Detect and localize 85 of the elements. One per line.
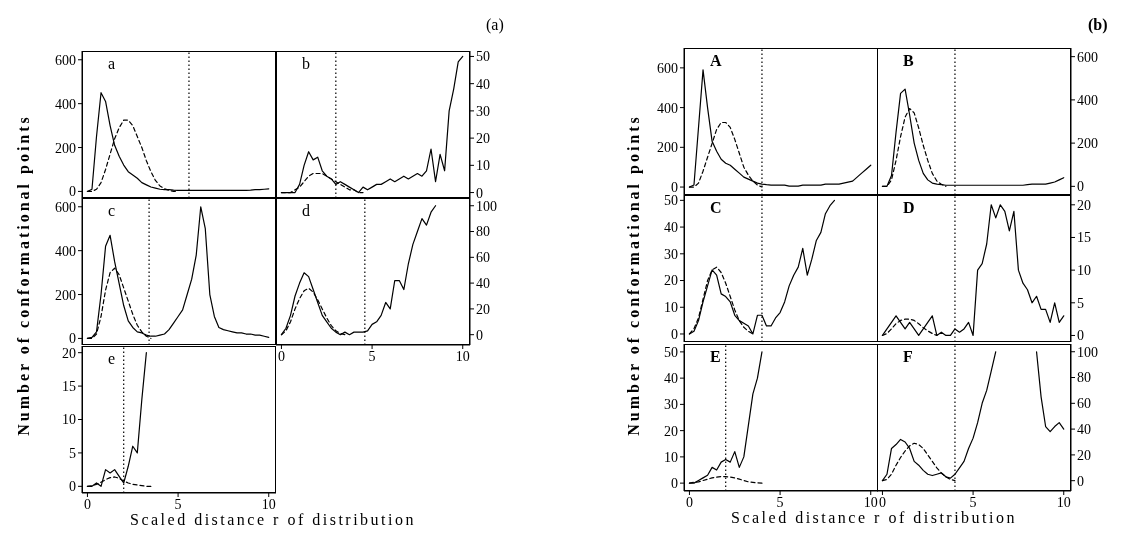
y-tick-label: 30	[664, 396, 678, 412]
text: (b)	[1088, 16, 1108, 34]
y-tick-label: 30	[664, 246, 678, 262]
chart-title: A	[710, 52, 722, 70]
y-tick-label: 20	[664, 423, 678, 439]
y-tick-label: 5	[1077, 295, 1084, 311]
y-tick-label: 0	[69, 184, 76, 200]
y-tick-label: 20	[62, 345, 76, 361]
y-tick-label: 20	[476, 131, 490, 147]
y-axis-title: Number of conformational points	[625, 114, 643, 436]
x-axis-title: Scaled distance r of distribution	[730, 509, 1018, 527]
y-tick-label: 0	[476, 327, 483, 343]
y-tick-label: 15	[1077, 230, 1091, 246]
chart-title: E	[710, 347, 721, 366]
chart-title: F	[903, 347, 913, 366]
y-tick-label: 5	[69, 445, 76, 461]
y-tick-label: 0	[671, 326, 678, 342]
y-tick-label: 20	[1077, 197, 1091, 213]
y-tick-label: 40	[664, 220, 678, 236]
y-tick-label: 200	[1077, 136, 1098, 152]
text: (a)	[486, 16, 504, 34]
x-tick-label: 10	[261, 496, 276, 512]
y-tick-label: 60	[1077, 395, 1091, 411]
x-tick-label: 10	[1056, 494, 1071, 510]
y-tick-label: 0	[1077, 328, 1084, 344]
y-tick-label: 50	[664, 344, 678, 360]
y-tick-label: 80	[1077, 370, 1091, 386]
x-tick-label: 0	[83, 496, 91, 512]
chart-title: C	[710, 199, 722, 217]
y-tick-label: 200	[55, 287, 76, 303]
y-axis-title: Number of conformational points	[15, 114, 33, 436]
chart-title: e	[108, 350, 116, 368]
y-tick-label: 400	[1077, 92, 1098, 108]
y-tick-label: 400	[657, 100, 678, 116]
y-tick-label: 30	[476, 103, 490, 119]
x-tick-label: 5	[368, 348, 376, 364]
x-tick-label: 0	[277, 348, 285, 364]
chart-title: a	[108, 55, 116, 73]
y-tick-label: 100	[476, 198, 497, 214]
y-tick-label: 0	[1077, 179, 1084, 195]
chart-title: b	[302, 55, 310, 73]
y-tick-label: 10	[664, 300, 678, 316]
y-tick-label: 0	[671, 475, 678, 491]
y-tick-label: 400	[55, 96, 76, 112]
y-tick-label: 0	[476, 185, 483, 201]
x-axis-title: Scaled distance r of distribution	[129, 511, 417, 529]
y-tick-label: 40	[476, 76, 490, 92]
y-tick-label: 600	[1077, 49, 1098, 65]
x-tick-label: 10	[863, 494, 878, 510]
y-tick-label: 600	[55, 199, 76, 215]
y-tick-label: 600	[55, 52, 76, 68]
y-tick-label: 0	[69, 330, 76, 346]
y-tick-label: 10	[62, 412, 76, 428]
x-tick-label: 0	[878, 494, 886, 510]
y-tick-label: 0	[1077, 473, 1084, 489]
y-tick-label: 50	[664, 193, 678, 209]
y-tick-label: 600	[657, 60, 678, 76]
y-tick-label: 0	[69, 479, 76, 495]
y-tick-label: 100	[1077, 344, 1098, 360]
x-tick-label: 5	[174, 496, 182, 512]
y-tick-label: 40	[664, 370, 678, 386]
y-tick-label: 10	[1077, 263, 1091, 279]
x-tick-label: 10	[455, 348, 470, 364]
y-tick-label: 50	[476, 49, 490, 65]
y-tick-label: 20	[664, 273, 678, 289]
y-tick-label: 40	[1077, 421, 1091, 437]
y-tick-label: 10	[664, 449, 678, 465]
chart-title: c	[108, 201, 116, 220]
y-tick-label: 400	[55, 243, 76, 259]
y-tick-label: 15	[62, 379, 76, 395]
chart-title: d	[302, 201, 310, 220]
y-tick-label: 20	[476, 301, 490, 317]
x-tick-label: 0	[685, 494, 693, 510]
y-tick-label: 80	[476, 224, 490, 239]
chart-title: B	[903, 52, 914, 70]
y-tick-label: 60	[476, 249, 490, 265]
y-tick-label: 10	[476, 158, 490, 174]
y-tick-label: 20	[1077, 447, 1091, 463]
chart-title: D	[903, 199, 915, 217]
y-tick-label: 200	[55, 140, 76, 156]
y-tick-label: 200	[657, 140, 678, 156]
x-tick-label: 5	[776, 494, 784, 510]
x-tick-label: 5	[969, 494, 977, 510]
y-tick-label: 40	[476, 275, 490, 291]
y-tick-label: 0	[671, 180, 678, 196]
